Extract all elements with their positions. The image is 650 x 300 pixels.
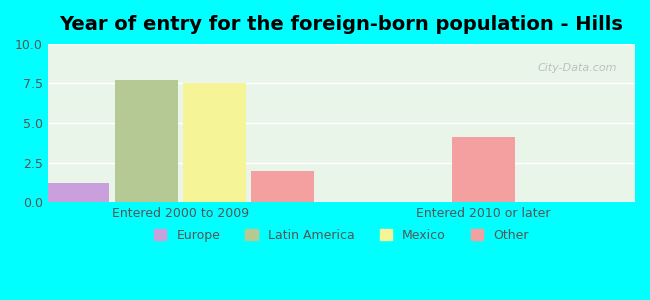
- Bar: [115, 80, 177, 202]
- Legend: Europe, Latin America, Mexico, Other: Europe, Latin America, Mexico, Other: [149, 224, 534, 247]
- Bar: [183, 83, 246, 202]
- Bar: [252, 171, 314, 202]
- Bar: [452, 137, 515, 202]
- Text: City-Data.com: City-Data.com: [538, 63, 617, 73]
- Title: Year of entry for the foreign-born population - Hills: Year of entry for the foreign-born popul…: [59, 15, 623, 34]
- Bar: [47, 183, 109, 202]
